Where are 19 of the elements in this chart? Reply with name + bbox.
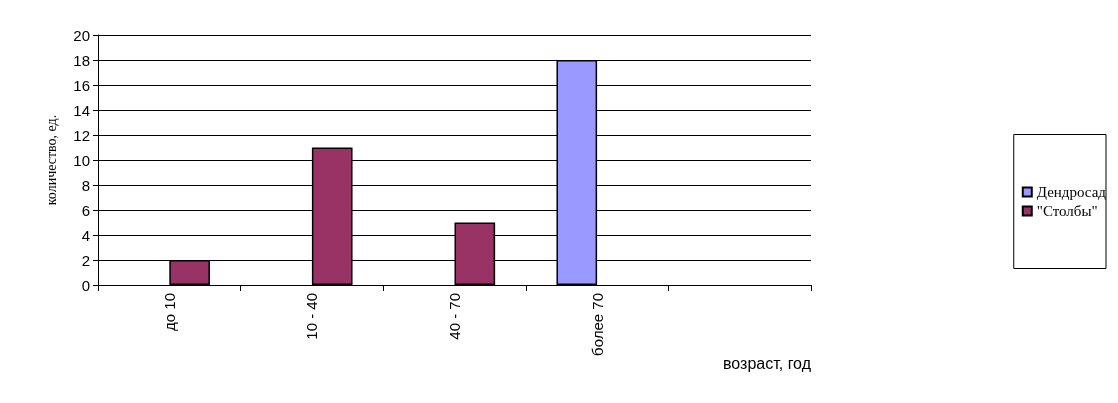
y-tick-label: 14 bbox=[73, 101, 90, 119]
y-axis-title: количество, ед. bbox=[43, 114, 59, 206]
x-tick-label: более 70 bbox=[588, 293, 606, 356]
y-tick-label: 2 bbox=[81, 251, 90, 269]
y-tick-label: 6 bbox=[81, 201, 90, 219]
y-tick-label: 8 bbox=[81, 176, 90, 194]
x-tick-label: 40 - 70 bbox=[446, 293, 463, 340]
x-tick-label: 10 - 40 bbox=[303, 293, 321, 340]
y-tick-label: 0 bbox=[81, 276, 90, 294]
legend-label: "Столбы" bbox=[1036, 203, 1098, 219]
y-tick-label: 4 bbox=[81, 226, 90, 244]
y-tick-label: 16 bbox=[73, 76, 90, 94]
x-axis-title: возраст, год bbox=[723, 354, 812, 372]
y-tick-label: 12 bbox=[73, 126, 90, 144]
y-tick-label: 20 bbox=[73, 26, 90, 44]
x-tick-label: до 10 bbox=[160, 293, 178, 331]
legend-label: Дендросад bbox=[1036, 184, 1107, 200]
y-tick-label: 10 bbox=[73, 151, 90, 169]
y-tick-label: 18 bbox=[73, 51, 90, 69]
